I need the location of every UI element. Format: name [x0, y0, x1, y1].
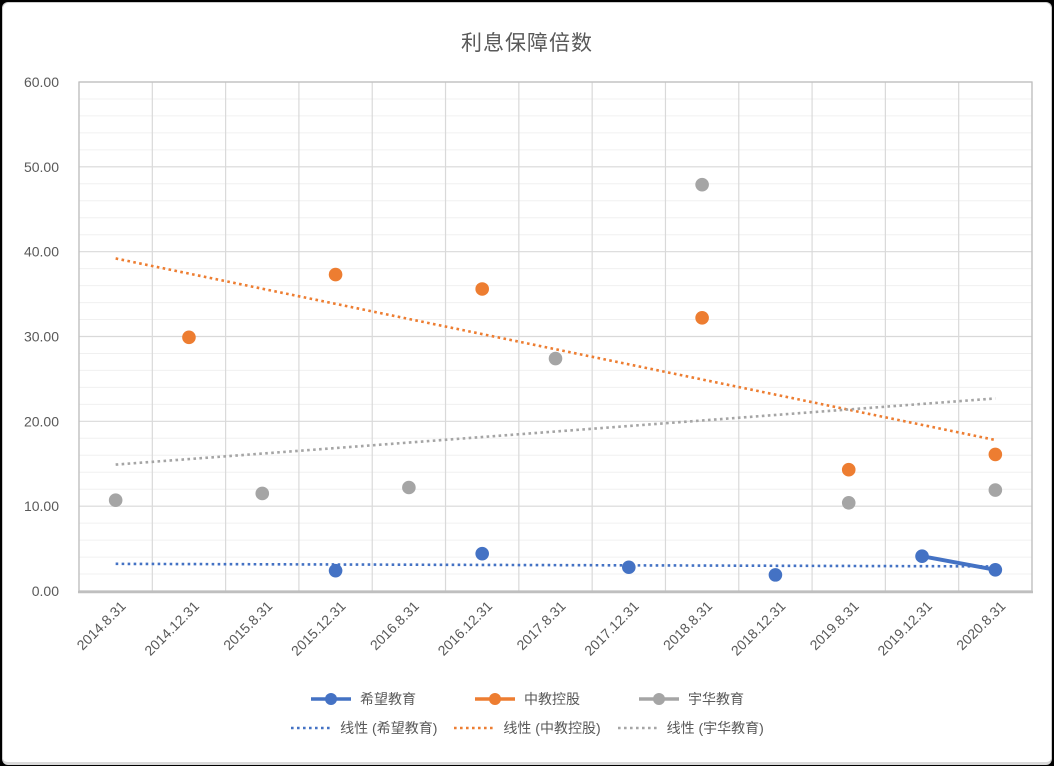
- x-axis-label: 2015.8.31: [220, 598, 276, 654]
- data-point-中教控股-2018.8.31[interactable]: [695, 311, 709, 325]
- trendline-线性 (宇华教育)[interactable]: [115, 397, 996, 466]
- x-axis-label: 2018.12.31: [728, 598, 789, 659]
- data-point-中教控股-2014.12.31[interactable]: [182, 330, 196, 345]
- legend-label: 线性 (宇华教育): [666, 720, 764, 736]
- legend-label: 宇华教育: [688, 691, 744, 707]
- data-point-宇华教育-2019.8.31[interactable]: [841, 495, 856, 510]
- y-axis-tick-label: 60.00: [24, 74, 59, 90]
- legend-dotted-line-swatch: [617, 726, 658, 730]
- data-point-宇华教育-2015.8.31[interactable]: [255, 486, 270, 501]
- x-axis-label: 2014.12.31: [141, 598, 202, 659]
- data-point-希望教育-2019.12.31[interactable]: [915, 549, 929, 564]
- y-axis-tick-label: 10.00: [24, 498, 59, 514]
- x-axis-label: 2016.8.31: [367, 598, 423, 654]
- legend-item-希望教育[interactable]: 希望教育: [310, 689, 416, 709]
- legend-row-series: 希望教育 中教控股 宇华教育: [310, 689, 744, 709]
- legend-line-marker-swatch: [311, 693, 351, 705]
- data-point-宇华教育-2014.8.31[interactable]: [108, 493, 123, 508]
- y-axis-tick-label: 30.00: [24, 329, 59, 345]
- legend-dotted-line-swatch: [454, 726, 495, 730]
- data-point-中教控股-2020.8.31[interactable]: [988, 447, 1003, 462]
- legend-line-marker-swatch: [475, 693, 515, 705]
- x-axis-label: 2015.12.31: [288, 598, 349, 659]
- x-axis-label: 2018.8.31: [660, 598, 716, 654]
- y-axis-tick-label: 0.00: [32, 583, 59, 599]
- data-point-宇华教育-2020.8.31[interactable]: [988, 483, 1003, 497]
- legend-label: 希望教育: [360, 691, 416, 707]
- x-axis-label: 2016.12.31: [434, 598, 495, 659]
- legend-label: 中教控股: [524, 691, 580, 707]
- legend-label: 线性 (中教控股): [503, 720, 601, 736]
- x-axis-label: 2019.8.31: [806, 598, 862, 654]
- legend-item-线性 (希望教育)[interactable]: 线性 (希望教育): [290, 718, 437, 738]
- data-point-宇华教育-2017.8.31[interactable]: [548, 351, 563, 366]
- legend-item-中教控股[interactable]: 中教控股: [474, 689, 580, 709]
- data-point-希望教育-2016.12.31[interactable]: [475, 546, 489, 561]
- x-axis-label: 2014.8.31: [73, 598, 129, 654]
- x-axis-label: 2019.12.31: [874, 598, 935, 659]
- y-axis-tick-label: 50.00: [24, 159, 59, 175]
- legend-dotted-line-swatch: [291, 726, 332, 730]
- legend-label: 线性 (希望教育): [340, 720, 438, 736]
- chart-title: 利息保障倍数: [461, 32, 593, 55]
- legend-item-线性 (宇华教育)[interactable]: 线性 (宇华教育): [617, 718, 764, 738]
- legend-item-宇华教育[interactable]: 宇华教育: [638, 689, 744, 709]
- x-axis-label: 2020.8.31: [953, 598, 1009, 654]
- data-point-中教控股-2019.8.31[interactable]: [841, 462, 856, 477]
- data-point-希望教育-2015.12.31[interactable]: [328, 563, 343, 578]
- y-axis-tick-label: 20.00: [24, 413, 59, 429]
- data-point-宇华教育-2016.8.31[interactable]: [402, 480, 416, 495]
- chart-plot-area[interactable]: 0.00 10.00 20.00 30.00 40.00 50.00 60.00 2014.8…: [3, 3, 1051, 762]
- data-point-希望教育-2017.12.31[interactable]: [622, 560, 636, 575]
- series-line-希望教育[interactable]: [920, 554, 998, 572]
- x-axis-label: 2017.8.31: [513, 598, 569, 654]
- x-axis-label: 2017.12.31: [581, 598, 642, 659]
- chart-legend: 希望教育 中教控股 宇华教育 线性 (希望教育) 线性 (中教控股) 线性 (宇华教育): [3, 689, 1051, 738]
- data-point-中教控股-2015.12.31[interactable]: [328, 267, 343, 282]
- data-point-希望教育-2018.12.31[interactable]: [768, 568, 783, 582]
- data-point-中教控股-2016.12.31[interactable]: [475, 282, 489, 296]
- trendline-线性 (希望教育)[interactable]: [115, 562, 996, 568]
- legend-row-trendlines: 线性 (希望教育) 线性 (中教控股) 线性 (宇华教育): [290, 718, 764, 738]
- y-axis-tick-label: 40.00: [24, 244, 59, 260]
- legend-line-marker-swatch: [639, 693, 679, 705]
- data-point-希望教育-2020.8.31[interactable]: [988, 562, 1003, 577]
- legend-item-线性 (中教控股)[interactable]: 线性 (中教控股): [453, 718, 601, 738]
- data-point-宇华教育-2018.8.31[interactable]: [695, 177, 709, 192]
